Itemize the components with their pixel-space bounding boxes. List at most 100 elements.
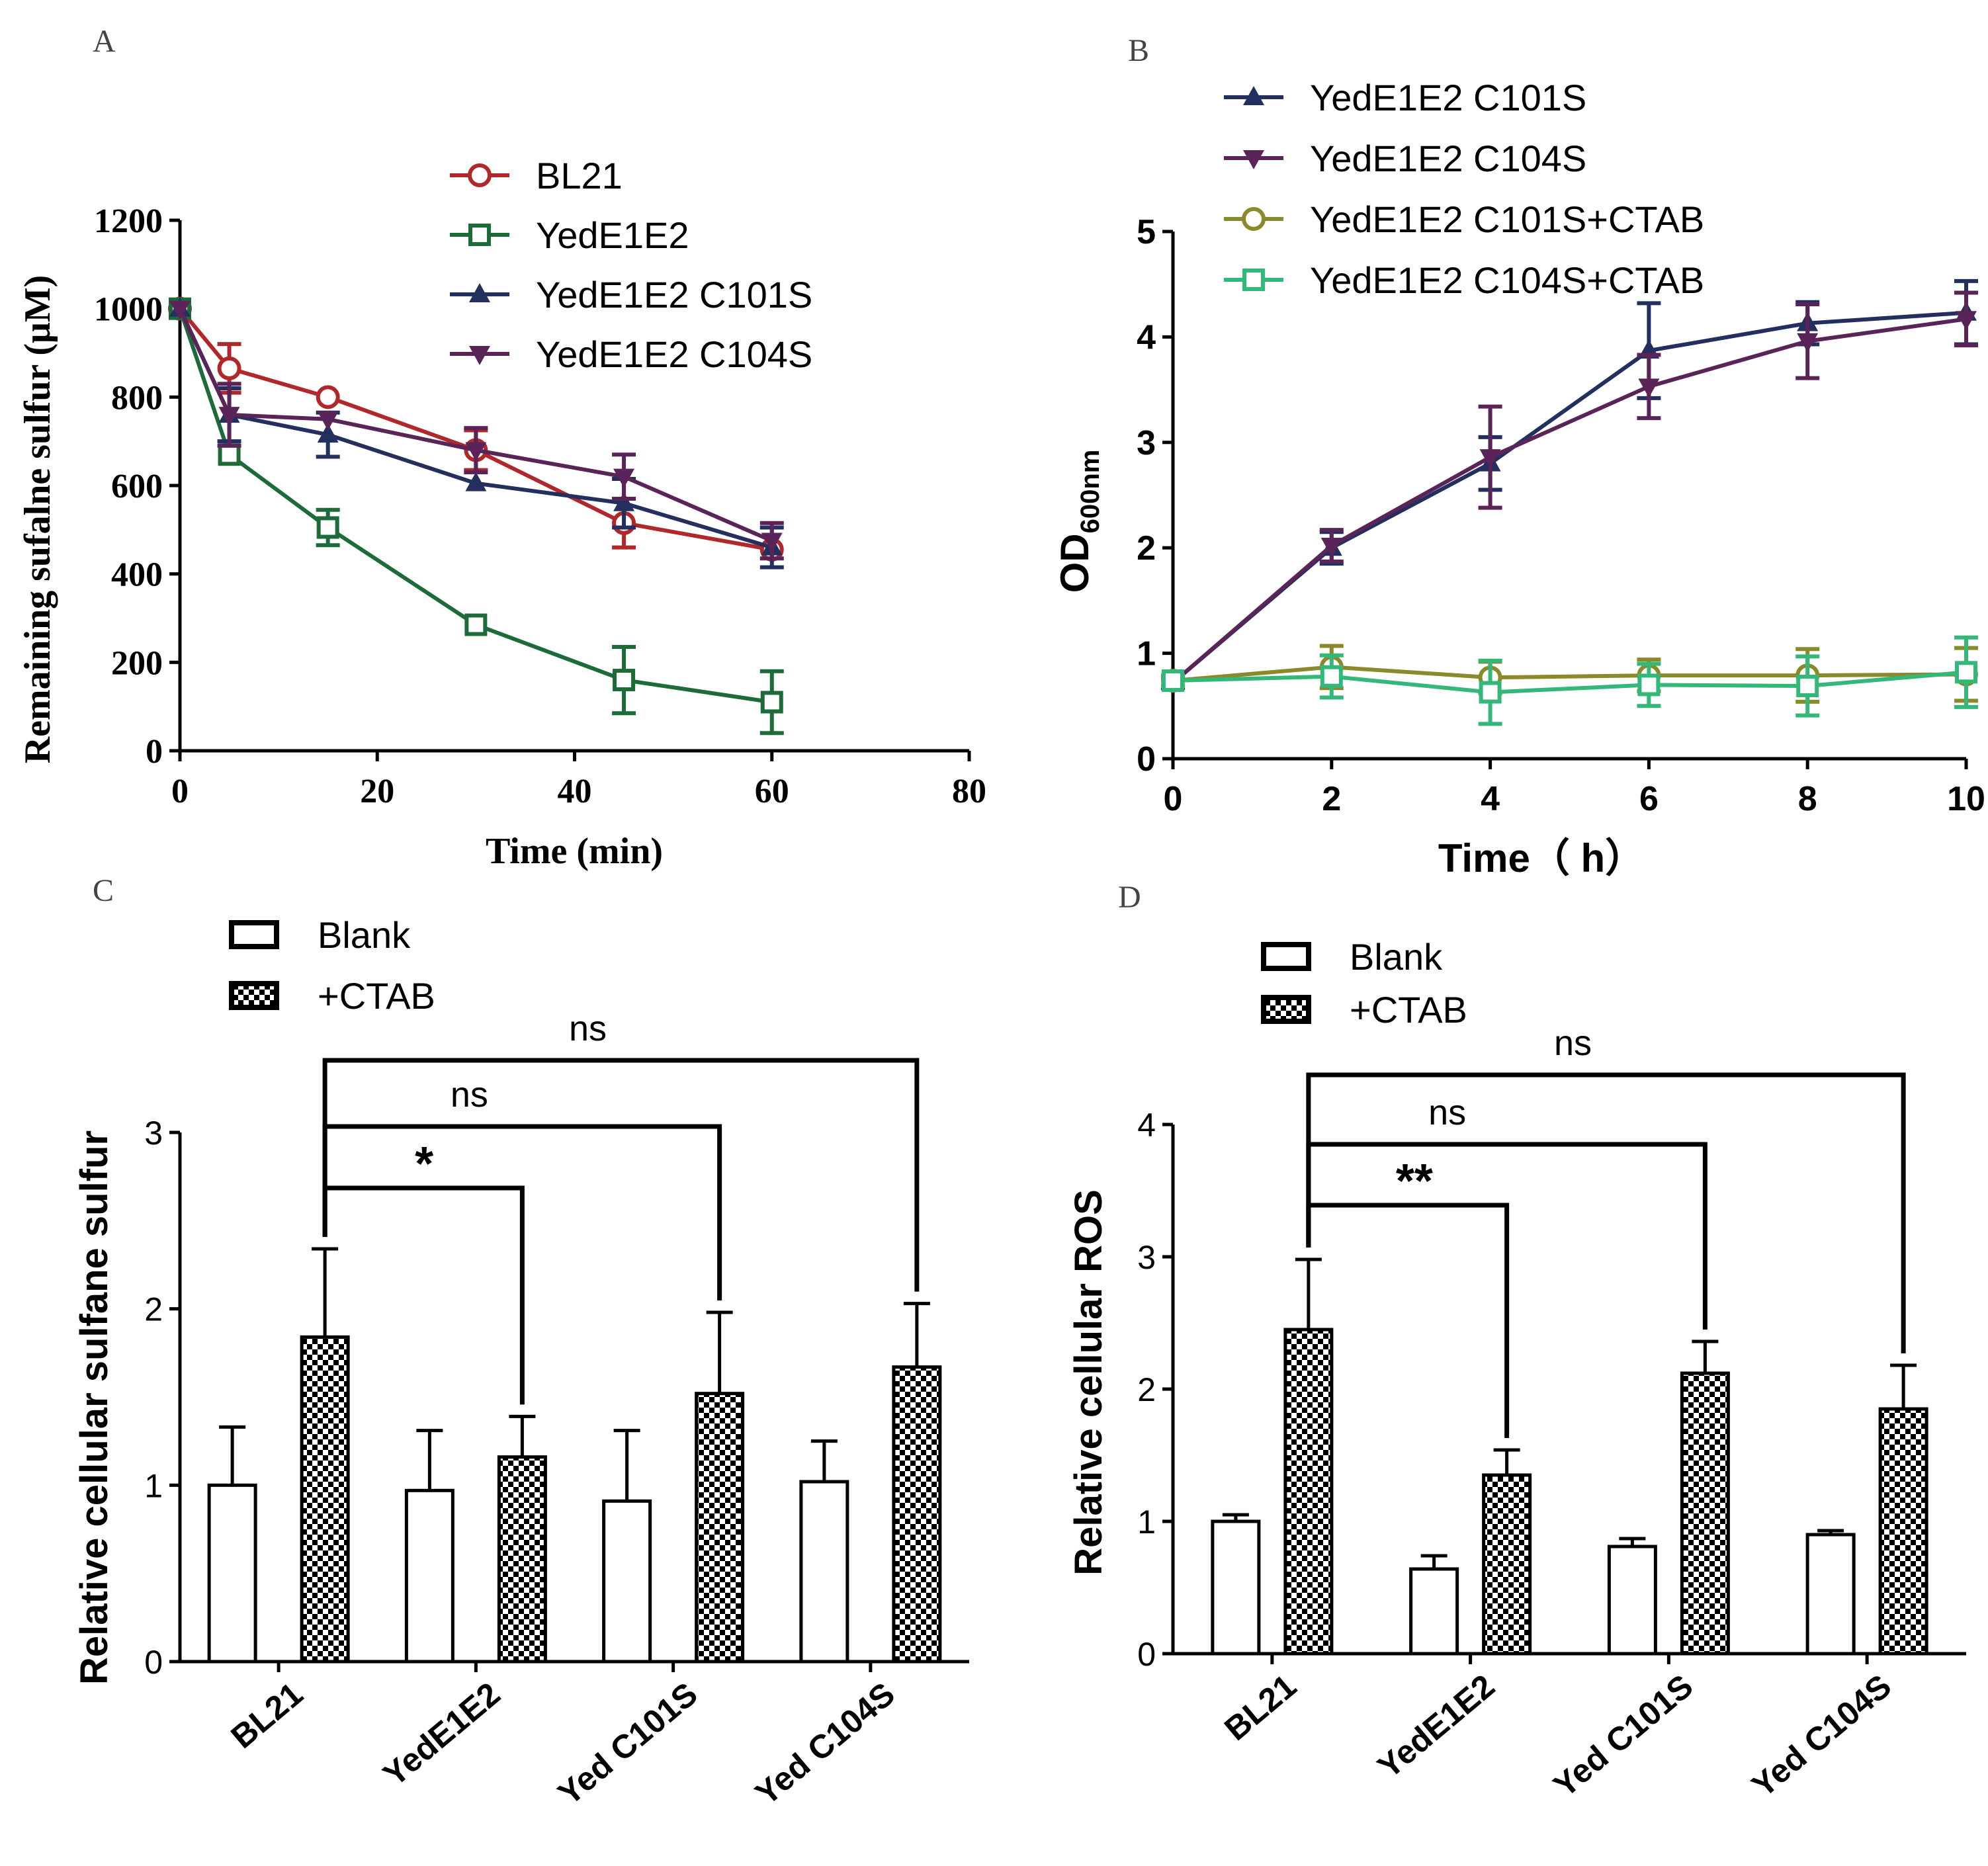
panel-a-x-axis-label: Time (min) [486,831,663,872]
panel-a-y-tick-label: 400 [111,556,163,594]
panel-a-point-yede1e2-c104s [465,442,487,462]
panel-d-y-tick-label: 0 [1137,1636,1156,1673]
panel-d-bar-chart: Relative cellular ROS 0 1 2 3 4 BL21 YedE1E2 Ye… [1067,936,1966,1804]
panel-c-category-label: Yed C104S [748,1675,902,1812]
panel-a-y-tick-label: 200 [111,644,163,682]
panel-b-x-axis-label: Time（ h） [1438,836,1645,880]
panel-c-y-axis-label: Relative cellular sulfane sulfur [73,1130,116,1685]
panel-b-point-yede1e2-c104s [1320,538,1342,558]
panel-c-bar-blank-yede1e2 [404,1488,454,1664]
panel-b-point-yede1e2-c104s-ctab [1320,665,1343,688]
panel-d-significance-label: ns [1428,1093,1466,1132]
panel-b-legend-label-yede1e2-c101s: YedE1E2 C101S [1310,77,1586,118]
panel-b-legend-marker-yede1e2-c104s [1243,150,1264,169]
panel-c-bar-ctab-yed-c101s [695,1392,745,1664]
panel-c-significance-bracket [322,1185,525,1405]
panel-d-y-tick-label: 3 [1137,1239,1156,1276]
panel-a-x-tick-label: 80 [952,773,986,810]
panel-d-y-tick-label: 2 [1137,1371,1156,1408]
panel-d-significance-label: ns [1554,1023,1592,1063]
panel-d-category-label: BL21 [1217,1668,1303,1748]
panel-letter-a: A [93,24,116,59]
panel-c-significance-label: ns [569,1009,607,1048]
panel-d-y-axis-label: Relative cellular ROS [1067,1189,1110,1575]
panel-a-legend-label-yede1e2-c101s: YedE1E2 C101S [536,274,812,316]
panel-b-y-tick-label: 4 [1137,318,1156,357]
panel-a-x-tick-label: 0 [171,773,189,810]
panel-c-y-tick-label: 2 [144,1291,163,1328]
panel-d-legend-label-blank: Blank [1350,936,1443,978]
panel-c-y-tick-label: 0 [144,1644,163,1681]
panel-d-bar-blank-yed-c104s [1805,1533,1856,1656]
panel-d-bar-blank-yed-c101s [1607,1545,1657,1656]
panel-b-y-tick-label: 3 [1137,424,1156,462]
panel-letter-d: D [1118,880,1141,915]
panel-b-legend-label-yede1e2-c104s-ctab: YedE1E2 C104S+CTAB [1310,259,1704,301]
panel-b-point-yede1e2-c104s [1797,333,1819,353]
panel-a-y-tick-label: 1000 [94,291,163,329]
panel-b-x-tick-label: 2 [1322,780,1341,818]
panel-c-significance-label: * [415,1138,433,1191]
panel-a-legend-marker-yede1e2 [468,224,491,246]
panel-a-series-line-yede1e2 [178,308,773,704]
panel-d-significance-label: ** [1396,1155,1433,1208]
panel-b-point-yede1e2-c104s-ctab [1162,669,1184,693]
panel-a-point-yede1e2 [464,613,488,636]
panel-a-y-tick-label: 1200 [94,202,163,240]
panel-b-point-yede1e2-c104s-ctab [1637,673,1661,697]
panel-a-legend-label-bl21: BL21 [536,155,623,196]
panel-a-point-yede1e2-c104s [613,468,635,488]
panel-b-legend-marker-yede1e2-c104s-ctab [1242,269,1265,291]
panel-c-category-label: BL21 [224,1675,310,1756]
panel-d-significance-bracket [1306,1072,1906,1353]
panel-c-y-tick-label: 1 [144,1467,163,1504]
panel-d-bar-blank-yede1e2 [1409,1567,1459,1656]
panel-d-legend-swatch-ctab [1261,995,1311,1024]
panel-a-series-line-bl21 [178,307,773,552]
panel-a-point-yede1e2 [760,691,783,714]
panel-a-legend-marker-bl21 [468,163,492,187]
panel-b-y-axis-label-main: OD [1053,533,1097,593]
panel-a-point-yede1e2-c104s [761,532,783,552]
panel-a-point-yede1e2-c101s [317,423,339,443]
panel-letter-c: C [93,873,114,908]
panel-a-point-yede1e2 [316,516,339,539]
panel-b-point-yede1e2-c104s [1956,311,1977,331]
panel-c-y-tick-label: 3 [144,1115,163,1152]
panel-b-point-yede1e2-c104s-ctab [1479,681,1502,704]
panel-d-legend-label-ctab: +CTAB [1350,989,1467,1031]
panel-a-point-bl21 [217,356,241,380]
panel-d-category-label: Yed C101S [1547,1668,1700,1804]
panel-c-legend-label-ctab: +CTAB [318,975,435,1017]
panel-d-category-label: Yed C104S [1745,1668,1898,1804]
panel-d-legend-swatch-blank [1261,942,1311,971]
panel-b-y-tick-label: 0 [1137,740,1156,779]
panel-b-point-yede1e2-c104s-ctab [1955,661,1977,684]
panel-c-bar-ctab-bl21 [300,1335,350,1664]
panel-a-legend-marker-yede1e2-c104s [469,346,490,365]
panel-a-series-line-yede1e2-c104s [178,308,773,543]
panel-c-significance-label: ns [451,1075,488,1115]
panel-b-point-yede1e2-c104s [1479,449,1501,469]
panel-c-bar-blank-yed-c101s [602,1499,652,1664]
panel-letter-b: B [1128,33,1149,68]
panel-a-point-yede1e2 [613,669,636,692]
panel-c-legend-swatch-blank [229,920,279,949]
panel-b-series-line-yede1e2-c104s [1172,317,1967,685]
panel-d-bar-blank-bl21 [1211,1519,1261,1656]
panel-c-category-label: Yed C101S [551,1675,705,1812]
panel-a-legend-label-yede1e2-c104s: YedE1E2 C104S [536,333,812,375]
panel-d-bar-ctab-yed-c104s [1878,1407,1928,1656]
panel-d-y-tick-label: 1 [1137,1504,1156,1541]
panel-b-series-line-yede1e2-c104s-ctab [1172,670,1967,695]
panel-b-legend-label-yede1e2-c101s-ctab: YedE1E2 C101S+CTAB [1310,198,1704,240]
panel-a-point-bl21 [316,385,340,409]
panel-d-y-tick-label: 4 [1137,1107,1156,1144]
panel-b-series-line-yede1e2-c101s-ctab [1172,665,1967,683]
panel-c-legend-swatch-ctab [229,981,279,1010]
panel-a-line-chart: Remaining sufalne sulfur (μM) Time (min)… [17,155,986,872]
panel-d-category-label: YedE1E2 [1371,1668,1502,1786]
panel-a-point-yede1e2-c104s [317,411,339,431]
panel-a-point-yede1e2-c101s [613,491,635,511]
panel-b-legend-marker-yede1e2-c101s-ctab [1242,207,1266,231]
